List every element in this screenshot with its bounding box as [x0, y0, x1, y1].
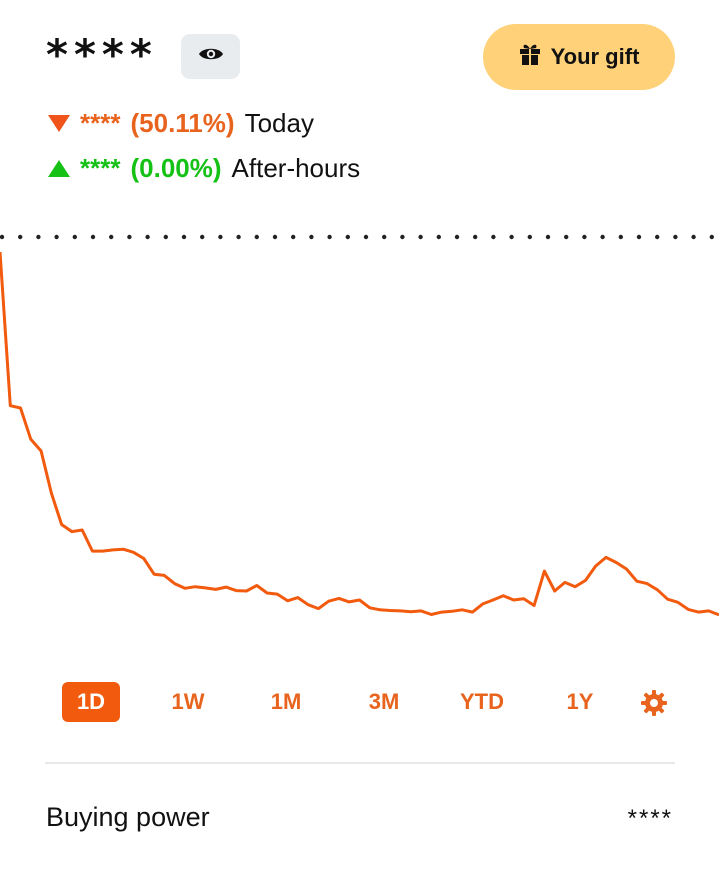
buying-power-label: Buying power — [46, 802, 210, 832]
after-hours-change-percent: (0.00%) — [130, 153, 222, 183]
baseline-dot — [691, 234, 696, 240]
baseline-dot — [473, 234, 478, 240]
balance-value: **** — [46, 30, 158, 79]
baseline-dot — [636, 234, 642, 240]
baseline-dot — [0, 234, 5, 240]
baseline-dot — [36, 234, 41, 240]
baseline-dot — [618, 234, 623, 240]
baseline-dot — [345, 234, 350, 240]
baseline-dot — [418, 234, 423, 240]
toggle-visibility-button[interactable] — [181, 34, 240, 79]
baseline-dot — [163, 234, 168, 240]
today-change-amount: **** — [80, 108, 121, 138]
baseline-dot — [709, 234, 714, 240]
range-tab-3m[interactable]: 3M — [368, 689, 400, 714]
up-triangle-icon — [48, 159, 70, 177]
baseline-dot — [382, 234, 387, 240]
after-hours-change-row: **** (0.00%) After-hours — [48, 155, 360, 181]
down-triangle-icon — [48, 114, 70, 132]
baseline-dot — [109, 234, 114, 240]
today-change-label: Today — [244, 108, 314, 138]
baseline-dot — [254, 234, 259, 240]
baseline-dot — [18, 234, 23, 240]
range-tab-ytd[interactable]: YTD — [460, 689, 504, 714]
baseline-dot — [582, 234, 587, 240]
today-change-row: **** (50.11%) Today — [48, 110, 314, 136]
baseline-dot — [54, 234, 59, 240]
range-tab-1w[interactable]: 1W — [171, 689, 205, 714]
baseline-dot — [218, 234, 223, 240]
baseline-dot — [454, 234, 460, 240]
buying-power-value: **** — [627, 805, 673, 832]
gear-icon — [640, 689, 668, 717]
range-tab-1d[interactable]: 1D — [62, 682, 120, 722]
baseline-dot — [309, 234, 314, 240]
baseline-dot — [673, 234, 678, 240]
baseline-dot — [145, 234, 150, 240]
after-hours-change-amount: **** — [80, 153, 121, 183]
baseline-dot — [327, 234, 332, 240]
your-gift-label: Your gift — [550, 44, 640, 69]
chart-settings-button[interactable] — [636, 682, 672, 722]
range-tab-1m[interactable]: 1M — [270, 689, 302, 714]
gift-icon — [519, 42, 541, 72]
baseline-dot — [90, 234, 96, 240]
baseline-dot — [545, 234, 551, 240]
baseline-dot — [200, 234, 205, 240]
baseline-dot — [564, 234, 569, 240]
baseline-dot — [436, 234, 441, 240]
baseline-dot — [272, 234, 278, 240]
range-selector: 1D 1W 1M 3M YTD 1Y — [62, 682, 682, 722]
price-chart[interactable] — [0, 225, 719, 665]
range-tab-1y[interactable]: 1Y — [566, 689, 594, 714]
price-line — [0, 251, 719, 617]
baseline-dot — [600, 234, 605, 240]
baseline-dot — [72, 234, 78, 240]
baseline-dot — [181, 234, 187, 240]
after-hours-change-label: After-hours — [231, 153, 361, 183]
baseline-dot — [400, 234, 405, 240]
your-gift-button[interactable]: Your gift — [483, 24, 675, 90]
baseline-dot — [291, 234, 296, 240]
baseline-dot — [363, 234, 369, 240]
baseline-dot — [236, 234, 241, 240]
baseline-dot — [127, 234, 132, 240]
baseline-dot — [655, 234, 660, 240]
baseline-dot — [491, 234, 496, 240]
eye-icon — [198, 45, 224, 68]
baseline-dot — [509, 234, 514, 240]
divider — [45, 762, 675, 764]
today-change-percent: (50.11%) — [130, 108, 235, 138]
baseline-dot — [527, 234, 532, 240]
